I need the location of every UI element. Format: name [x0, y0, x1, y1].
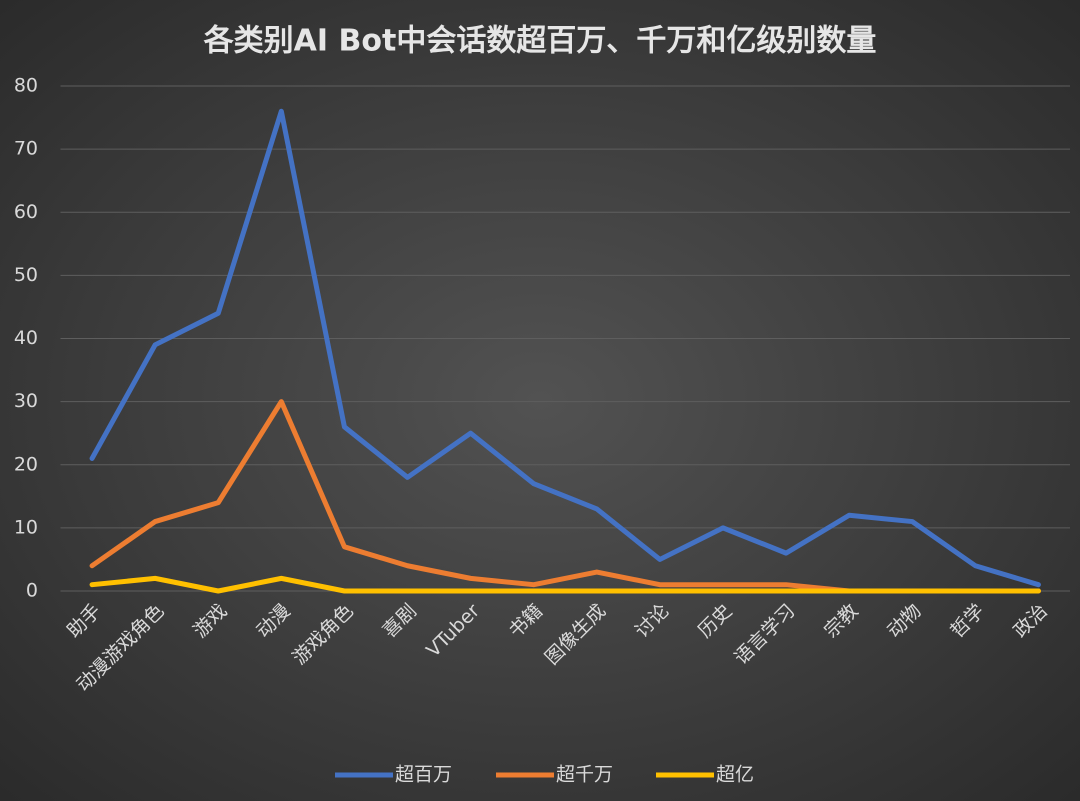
y-tick-label: 40: [14, 327, 38, 349]
y-tick-label: 10: [14, 516, 38, 538]
chart-title: 各类别AI Bot中会话数超百万、千万和亿级别数量: [203, 24, 877, 59]
series-line: [89, 108, 1041, 588]
legend-label: 超亿: [716, 764, 754, 786]
y-tick-label: 80: [14, 75, 38, 97]
y-tick-label: 60: [14, 201, 38, 223]
y-tick-label: 50: [14, 264, 38, 286]
y-tick-label: 70: [14, 138, 38, 160]
legend-label: 超百万: [395, 764, 452, 786]
y-tick-label: 0: [26, 580, 38, 602]
y-tick-label: 30: [14, 390, 38, 412]
legend-label: 超千万: [556, 764, 613, 786]
series-line: [89, 575, 1041, 594]
y-tick-label: 20: [14, 453, 38, 475]
